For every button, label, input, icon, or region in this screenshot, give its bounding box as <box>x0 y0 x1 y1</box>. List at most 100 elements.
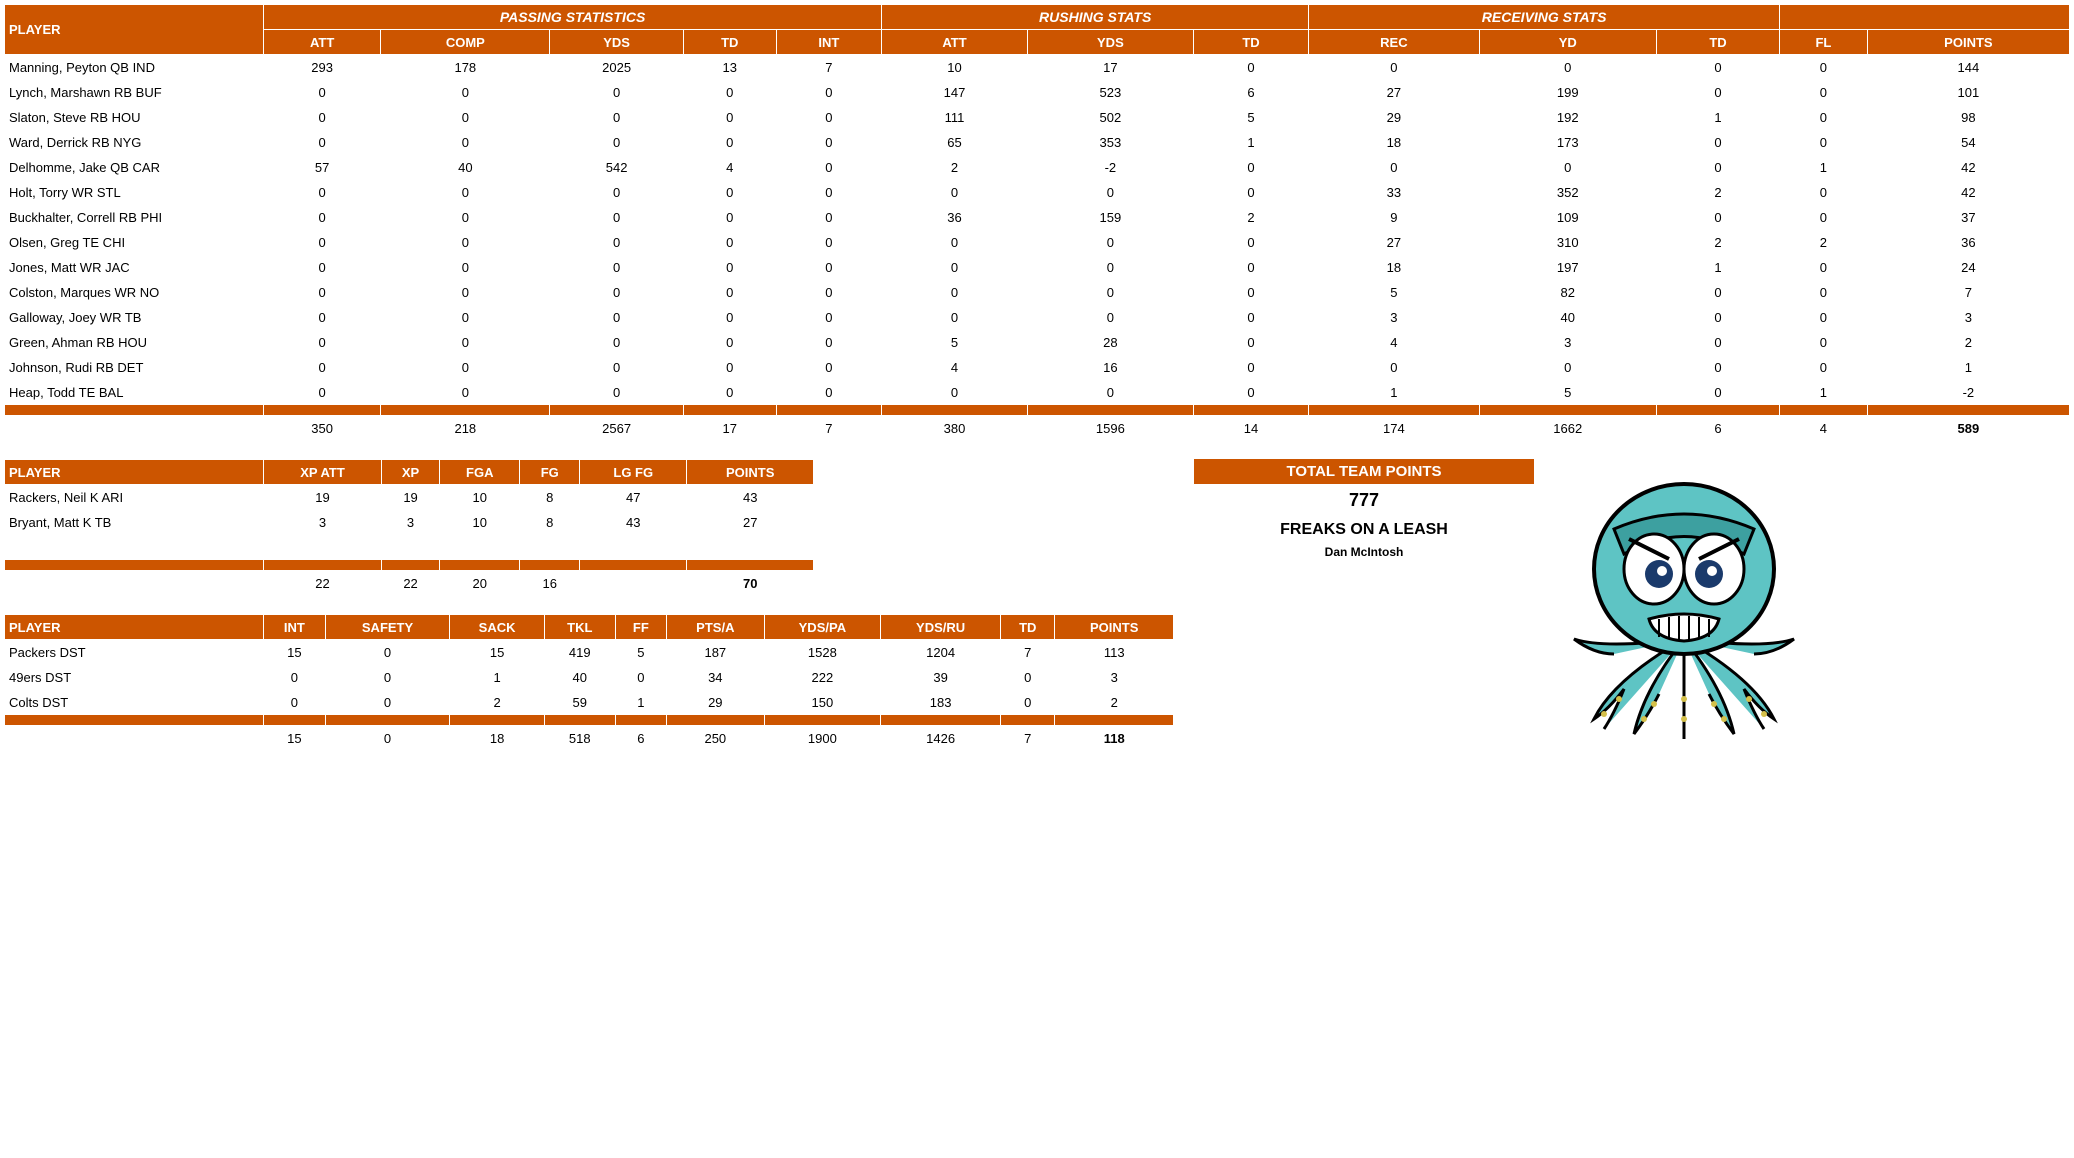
stat-cell: 0 <box>1780 255 1868 280</box>
player-cell: Rackers, Neil K ARI <box>5 485 264 510</box>
stat-cell: 5 <box>1309 280 1479 305</box>
stat-cell: 0 <box>381 305 550 330</box>
stat-cell: 0 <box>776 255 881 280</box>
column-header: YD <box>1479 30 1656 55</box>
totals-cell: 6 <box>1656 416 1779 441</box>
stat-cell: 17 <box>1027 55 1193 80</box>
col-player: PLAYER <box>5 5 264 55</box>
stat-cell: 0 <box>1193 380 1308 405</box>
column-header: INT <box>776 30 881 55</box>
totals-cell <box>5 571 264 596</box>
team-name: FREAKS ON A LEASH <box>1194 517 1534 543</box>
stat-cell: 1 <box>1780 155 1868 180</box>
group-passing: PASSING STATISTICS <box>264 5 882 30</box>
table-row: Galloway, Joey WR TB00000000340003 <box>5 305 2070 330</box>
stat-cell: 65 <box>882 130 1028 155</box>
stat-cell: 54 <box>1867 130 2069 155</box>
column-header: FF <box>615 615 666 640</box>
stat-cell: 1 <box>615 690 666 715</box>
player-cell: Delhomme, Jake QB CAR <box>5 155 264 180</box>
player-cell: Heap, Todd TE BAL <box>5 380 264 405</box>
stat-cell: 0 <box>1479 355 1656 380</box>
stat-cell: 40 <box>381 155 550 180</box>
stat-cell: 0 <box>683 280 776 305</box>
stat-cell: 2 <box>1656 230 1779 255</box>
stat-cell: 0 <box>1309 55 1479 80</box>
table-row: Heap, Todd TE BAL000000001501-2 <box>5 380 2070 405</box>
stat-cell: 0 <box>264 230 381 255</box>
total-team-points-value: 777 <box>1194 484 1534 517</box>
stat-cell: 0 <box>1001 665 1055 690</box>
stat-cell: 0 <box>882 255 1028 280</box>
column-header: YDS <box>550 30 684 55</box>
stat-cell: 0 <box>550 105 684 130</box>
stat-cell: 0 <box>550 180 684 205</box>
totals-cell: 1596 <box>1027 416 1193 441</box>
stat-cell: 0 <box>776 130 881 155</box>
stat-cell: 10 <box>440 510 520 535</box>
column-header: ATT <box>882 30 1028 55</box>
stat-cell: 3 <box>1867 305 2069 330</box>
stat-cell: 0 <box>776 155 881 180</box>
stat-cell: 0 <box>776 330 881 355</box>
stat-cell: 42 <box>1867 155 2069 180</box>
stat-cell: 0 <box>381 130 550 155</box>
stat-cell: 43 <box>687 485 814 510</box>
stat-cell: 29 <box>1309 105 1479 130</box>
stat-cell: 40 <box>544 665 615 690</box>
totals-cell: 6 <box>615 726 666 751</box>
stat-cell: 1 <box>1780 380 1868 405</box>
stat-cell: 0 <box>683 130 776 155</box>
stat-cell: 0 <box>776 105 881 130</box>
stat-cell: 0 <box>550 280 684 305</box>
stat-cell: 2 <box>1656 180 1779 205</box>
totals-cell: 380 <box>882 416 1028 441</box>
stat-cell: 0 <box>264 280 381 305</box>
stat-cell: 0 <box>1027 230 1193 255</box>
stat-cell: 0 <box>1309 155 1479 180</box>
column-header: LG FG <box>580 460 687 485</box>
stat-cell: 0 <box>683 105 776 130</box>
owner-name: Dan McIntosh <box>1194 543 1534 561</box>
stat-cell: 0 <box>882 180 1028 205</box>
stat-cell: 111 <box>882 105 1028 130</box>
totals-cell: 14 <box>1193 416 1308 441</box>
stat-cell: 0 <box>776 280 881 305</box>
totals-cell: 4 <box>1780 416 1868 441</box>
stat-cell: 47 <box>580 485 687 510</box>
player-cell: Manning, Peyton QB IND <box>5 55 264 80</box>
table-row: Colston, Marques WR NO00000000582007 <box>5 280 2070 305</box>
player-cell: Bryant, Matt K TB <box>5 510 264 535</box>
column-header: REC <box>1309 30 1479 55</box>
stat-cell: 27 <box>687 510 814 535</box>
stat-cell: 159 <box>1027 205 1193 230</box>
stat-cell: 8 <box>520 510 580 535</box>
table-row: Buckhalter, Correll RB PHI00000361592910… <box>5 205 2070 230</box>
totals-cell: 518 <box>544 726 615 751</box>
stat-cell: -2 <box>1867 380 2069 405</box>
stat-cell: 2 <box>1193 205 1308 230</box>
stat-cell: 0 <box>325 640 449 665</box>
stat-cell: 0 <box>264 255 381 280</box>
stat-cell: 0 <box>615 665 666 690</box>
column-header: TD <box>683 30 776 55</box>
totals-cell: 22 <box>382 571 440 596</box>
stat-cell: 147 <box>882 80 1028 105</box>
team-summary-box: TOTAL TEAM POINTS 777 FREAKS ON A LEASH … <box>1194 459 1534 561</box>
stat-cell: 24 <box>1867 255 2069 280</box>
mascot-image <box>1554 459 1814 742</box>
stat-cell: 0 <box>1780 355 1868 380</box>
stat-cell: 199 <box>1479 80 1656 105</box>
table-row: 49ers DST001400342223903 <box>5 665 1174 690</box>
stat-cell: 0 <box>1193 305 1308 330</box>
stat-cell: 352 <box>1479 180 1656 205</box>
totals-cell: 0 <box>325 726 449 751</box>
stat-cell: 7 <box>1867 280 2069 305</box>
stat-cell: 0 <box>1656 305 1779 330</box>
stat-cell: 0 <box>264 205 381 230</box>
stat-cell: 173 <box>1479 130 1656 155</box>
stat-cell: 0 <box>1656 355 1779 380</box>
stat-cell: 0 <box>1656 380 1779 405</box>
stat-cell: 0 <box>1027 180 1193 205</box>
stat-cell: 0 <box>1193 230 1308 255</box>
